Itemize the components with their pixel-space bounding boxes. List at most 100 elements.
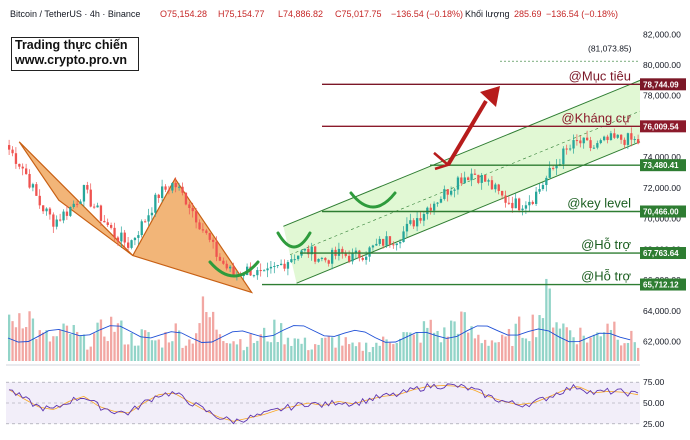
price-tick-label: 72,000.00 — [643, 183, 681, 193]
candle-body — [453, 189, 456, 191]
volume-bar — [419, 342, 422, 361]
volume-bar — [490, 340, 494, 361]
level-price-tag-0 — [640, 78, 686, 91]
candle-body — [269, 266, 273, 269]
volume-bar — [518, 316, 521, 361]
volume-bar — [205, 312, 208, 361]
price-tick-label: 78,000.00 — [643, 91, 681, 101]
candle-body — [266, 268, 269, 271]
volume-bar — [375, 342, 378, 361]
candle-body — [208, 233, 211, 240]
channel-upper-line — [283, 79, 641, 227]
main-pane — [8, 79, 641, 294]
volume-bar — [120, 320, 123, 361]
candle-body — [307, 248, 310, 255]
candle-body — [446, 189, 449, 195]
candle-body — [368, 247, 371, 257]
candle-body — [99, 205, 103, 221]
volume-bar — [276, 342, 279, 361]
volume-bar — [371, 346, 375, 361]
volume-bar — [167, 342, 171, 361]
volume-bar — [514, 323, 517, 361]
volume-bar — [18, 313, 21, 361]
candle-body — [215, 241, 218, 257]
volume-bar — [463, 312, 466, 361]
volume-bar — [195, 333, 198, 361]
candle-body — [201, 229, 205, 231]
volume-bar — [344, 337, 347, 361]
rsi-pane — [6, 364, 640, 425]
candle-body — [603, 136, 606, 141]
candle-body — [52, 214, 55, 227]
volume-bar — [174, 323, 177, 361]
volume-bar — [303, 337, 307, 361]
candle-body — [467, 177, 470, 181]
volume-bar — [545, 278, 548, 361]
volume-bar — [45, 330, 48, 361]
volume-bar — [212, 311, 215, 361]
candle-body — [497, 184, 500, 191]
pattern-right-triangle — [131, 177, 254, 294]
candle-body — [633, 139, 636, 141]
volume-bar — [218, 334, 222, 361]
level-price-tag-4 — [640, 247, 686, 260]
volume-bar — [28, 311, 31, 361]
candle-body — [589, 140, 592, 149]
candle-body — [630, 133, 633, 140]
candle-body — [569, 148, 572, 150]
level-annotation-5: @Hỗ trợ — [581, 269, 631, 284]
volume-bar — [626, 342, 630, 361]
volume-bar — [307, 350, 310, 361]
volume-bar — [616, 339, 619, 361]
level-price-label-4: 67,763.64 — [643, 249, 679, 258]
candle-body — [429, 207, 432, 211]
candle-body — [626, 133, 630, 145]
volume-bar — [35, 339, 38, 361]
volume-bar — [365, 342, 368, 361]
candle-body — [358, 250, 361, 258]
level-price-label-5: 65,712.12 — [643, 281, 679, 290]
volume-bar — [507, 328, 511, 361]
candle-body — [127, 242, 130, 248]
candle-body — [314, 246, 317, 262]
volume-bar — [511, 345, 514, 361]
volume-bar — [249, 334, 252, 361]
candle-body — [174, 182, 177, 188]
volume-bar — [246, 346, 249, 361]
open-value: O75,154.28 — [160, 9, 207, 19]
volume-bar — [409, 332, 412, 361]
volume-value: 285.69 — [514, 9, 542, 19]
candle-body — [42, 205, 45, 212]
candle-body — [511, 202, 514, 209]
candle-body — [582, 137, 585, 144]
level-annotation-0: @Mục tiêu — [569, 68, 631, 83]
volume-bar — [467, 332, 470, 361]
candle-body — [541, 185, 545, 190]
volume-bar — [320, 337, 324, 361]
candle-body — [572, 140, 575, 149]
volume-bar — [235, 344, 239, 361]
candle-body — [252, 275, 256, 277]
candle-body — [592, 147, 596, 149]
volume-bar — [453, 321, 456, 361]
u-curve — [349, 191, 397, 209]
volume-bar — [8, 314, 11, 361]
volume-bar — [439, 342, 443, 361]
rsi-tick-label: 25.00 — [643, 419, 665, 429]
candle-body — [195, 211, 198, 223]
candle-body — [375, 243, 378, 246]
candle-body — [562, 148, 565, 165]
volume-bar — [337, 335, 341, 361]
volume-bar — [89, 346, 92, 361]
candle-body — [89, 189, 92, 207]
volume-bar — [96, 322, 99, 361]
volume-bar — [351, 342, 354, 361]
candle-body — [494, 184, 497, 190]
brand-line-1: Trading thực chiến — [15, 38, 128, 52]
volume-bar — [558, 328, 562, 361]
candle-body — [348, 255, 351, 262]
candle-body — [385, 236, 388, 246]
candle-body — [623, 139, 626, 145]
volume-bar — [147, 332, 150, 361]
volume-bar — [191, 343, 194, 361]
